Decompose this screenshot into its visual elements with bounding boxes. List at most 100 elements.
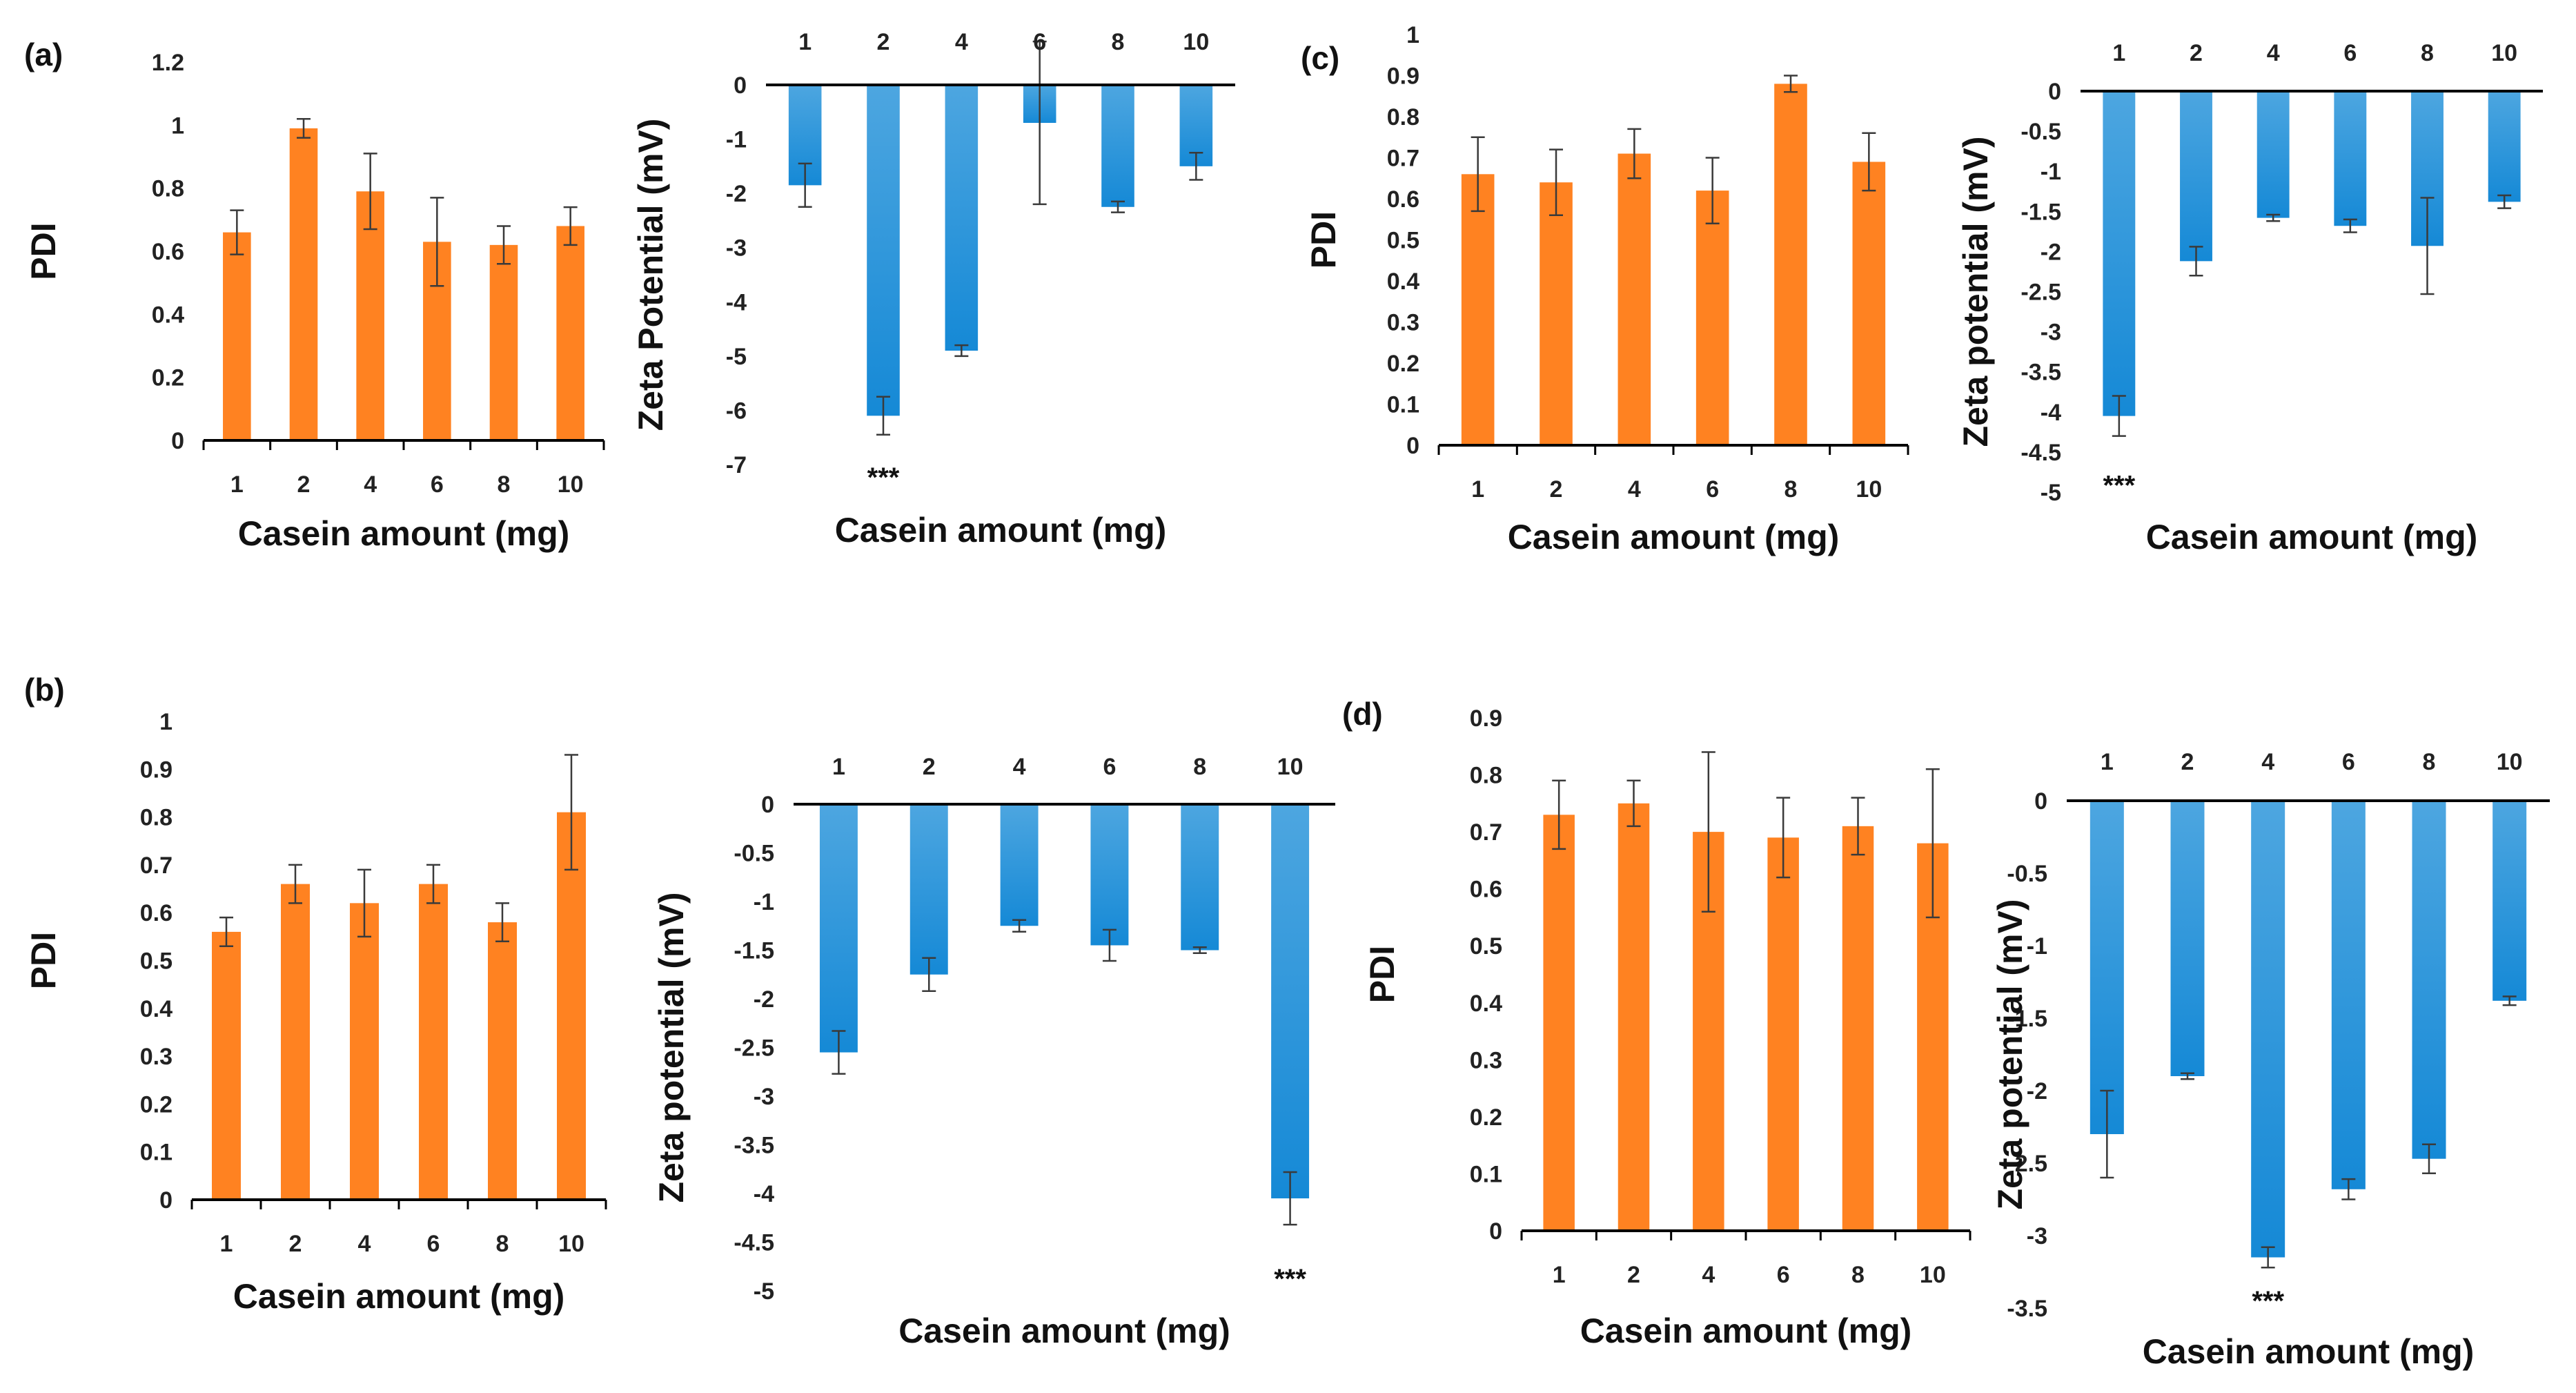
y-tick-label: 0.1 (1470, 1161, 1502, 1187)
x-tick-label: 8 (1851, 1262, 1865, 1288)
y-tick-label: 0.3 (140, 1044, 173, 1070)
x-tick-label: 8 (1112, 29, 1125, 55)
y-tick-label: -1.5 (734, 938, 774, 964)
bar (489, 244, 518, 440)
x-tick-label: 4 (1628, 476, 1641, 503)
y-tick-label: 0.6 (152, 239, 184, 265)
x-tick-label: 6 (1777, 1262, 1790, 1288)
x-tick-label: 8 (498, 471, 511, 498)
y-tick-label: 0.8 (1470, 763, 1502, 789)
y-tick-label: -4 (2041, 400, 2061, 426)
bar (419, 884, 448, 1200)
y-tick-label: 0.8 (152, 176, 184, 202)
bar (2334, 91, 2367, 226)
x-tick-label: 2 (289, 1231, 302, 1257)
y-tick-label: 0.7 (1387, 146, 1419, 172)
x-tick-label: 1 (2112, 40, 2125, 66)
y-tick-label: 0.8 (140, 805, 173, 831)
y-tick-label: -4 (726, 289, 747, 315)
bar (2488, 91, 2521, 202)
x-tick-label: 1 (798, 29, 812, 55)
x-tick-label: 6 (1706, 476, 1719, 503)
x-tick-label: 10 (558, 471, 584, 498)
x-tick-label: 4 (364, 471, 377, 498)
y-tick-label: -5 (754, 1278, 774, 1305)
panel-label: (c) (1301, 40, 1339, 76)
y-tick-label: -1 (754, 889, 774, 915)
y-tick-label: 0.1 (1387, 392, 1419, 418)
x-tick-label: 1 (220, 1231, 233, 1257)
y-tick-label: -3 (2041, 320, 2061, 346)
bar (867, 85, 900, 416)
x-tick-label: 4 (1702, 1262, 1715, 1288)
bar (1271, 804, 1310, 1199)
panel-label: (d) (1342, 696, 1383, 732)
x-tick-label: 10 (1920, 1262, 1946, 1288)
chart-c-pdi: (c) 0 0.1 0.2 0.3 0.4 0.5 0.6 0.7 0.8 0.9 1 1 2 4 6 8 10 C… (1301, 22, 1909, 556)
chart-c-zeta: 0 -0.5 -1 -1.5 -2 -2.5 -3 -3.5 -4 -4.5 -5 1 2 4 6 8 10 **… (1956, 40, 2543, 556)
y-axis-title: PDI (1304, 211, 1343, 269)
y-tick-label: -3 (726, 235, 747, 262)
y-tick-label: 0.7 (1470, 819, 1502, 846)
bar (819, 804, 858, 1053)
chart-b-zeta: 0 -0.5 -1 -1.5 -2 -2.5 -3 -3.5 -4 -4.5 -5 1 2 4 6 8 10 **… (652, 754, 1335, 1350)
y-tick-label: -3 (2027, 1223, 2047, 1249)
y-tick-label: -1 (2041, 159, 2061, 185)
x-axis-title: Casein amount (mg) (2146, 518, 2478, 556)
y-tick-label: -5 (726, 344, 747, 370)
bar (1842, 826, 1874, 1231)
x-tick-label: 6 (2342, 749, 2355, 775)
x-tick-label: 1 (2101, 749, 2114, 775)
y-tick-label: 0 (1489, 1218, 1502, 1245)
y-tick-label: -1.5 (2021, 199, 2061, 225)
y-tick-label: -3.5 (2021, 360, 2061, 386)
y-tick-label: 0 (761, 792, 774, 818)
y-axis-title: Zeta potential (mV) (1956, 136, 1995, 447)
y-tick-label: -2 (2027, 1078, 2047, 1104)
y-tick-label: 1 (1406, 22, 1419, 48)
x-tick-label: 2 (2181, 749, 2194, 775)
y-tick-label: -0.5 (2021, 119, 2061, 145)
bar (1181, 804, 1219, 951)
y-tick-label: 0.4 (1387, 269, 1419, 295)
x-tick-label: 2 (1550, 476, 1563, 503)
x-tick-label: 8 (1784, 476, 1798, 503)
y-tick-label: 0.5 (140, 948, 173, 975)
bar (2103, 91, 2136, 416)
x-tick-label: 8 (2423, 749, 2436, 775)
chart-b-pdi: (b) 0 0.1 0.2 0.3 0.4 0.5 0.6 0.7 0.8 0.9 1 1 2 4 6 8 10 C… (24, 672, 607, 1316)
bar (1540, 182, 1573, 445)
chart-d-pdi: (d) 0 0.1 0.2 0.3 0.4 0.5 0.6 0.7 0.8 0.9 1 2 4 6 8 10 Ca… (1342, 696, 1972, 1350)
y-tick-label: 1 (171, 113, 184, 139)
panel-label: (a) (24, 37, 63, 72)
bar (2331, 801, 2366, 1189)
y-tick-label: -0.5 (734, 841, 774, 867)
bar (1695, 191, 1729, 445)
x-tick-label: 8 (2421, 40, 2434, 66)
bar (2251, 801, 2285, 1258)
y-tick-label: -2 (2041, 239, 2061, 265)
x-tick-label: 6 (1033, 29, 1046, 55)
panel-label: (b) (24, 672, 65, 708)
y-tick-label: 0.7 (140, 853, 173, 879)
y-tick-label: -2.5 (734, 1035, 774, 1062)
y-tick-label: 0.4 (152, 302, 184, 328)
bar (223, 232, 251, 440)
bar (350, 903, 379, 1200)
bar (1090, 804, 1129, 946)
x-axis-title: Casein amount (mg) (1580, 1312, 1912, 1350)
y-tick-label: 0.6 (1387, 186, 1419, 213)
y-axis-title: Zeta potential (mV) (652, 892, 691, 1202)
x-tick-label: 8 (496, 1231, 509, 1257)
x-tick-label: 4 (955, 29, 968, 55)
y-tick-label: 0 (1406, 433, 1419, 459)
x-tick-label: 6 (431, 471, 444, 498)
x-tick-label: 1 (1471, 476, 1484, 503)
bar (1461, 174, 1495, 446)
bar (289, 128, 318, 440)
y-tick-label: 0.9 (140, 757, 173, 783)
chart-a-pdi: (a) 0 0.2 0.4 0.6 0.8 1 1.2 1 2 4 6 8 10 Casein amount… (24, 37, 605, 553)
y-tick-label: 0.5 (1387, 228, 1419, 254)
